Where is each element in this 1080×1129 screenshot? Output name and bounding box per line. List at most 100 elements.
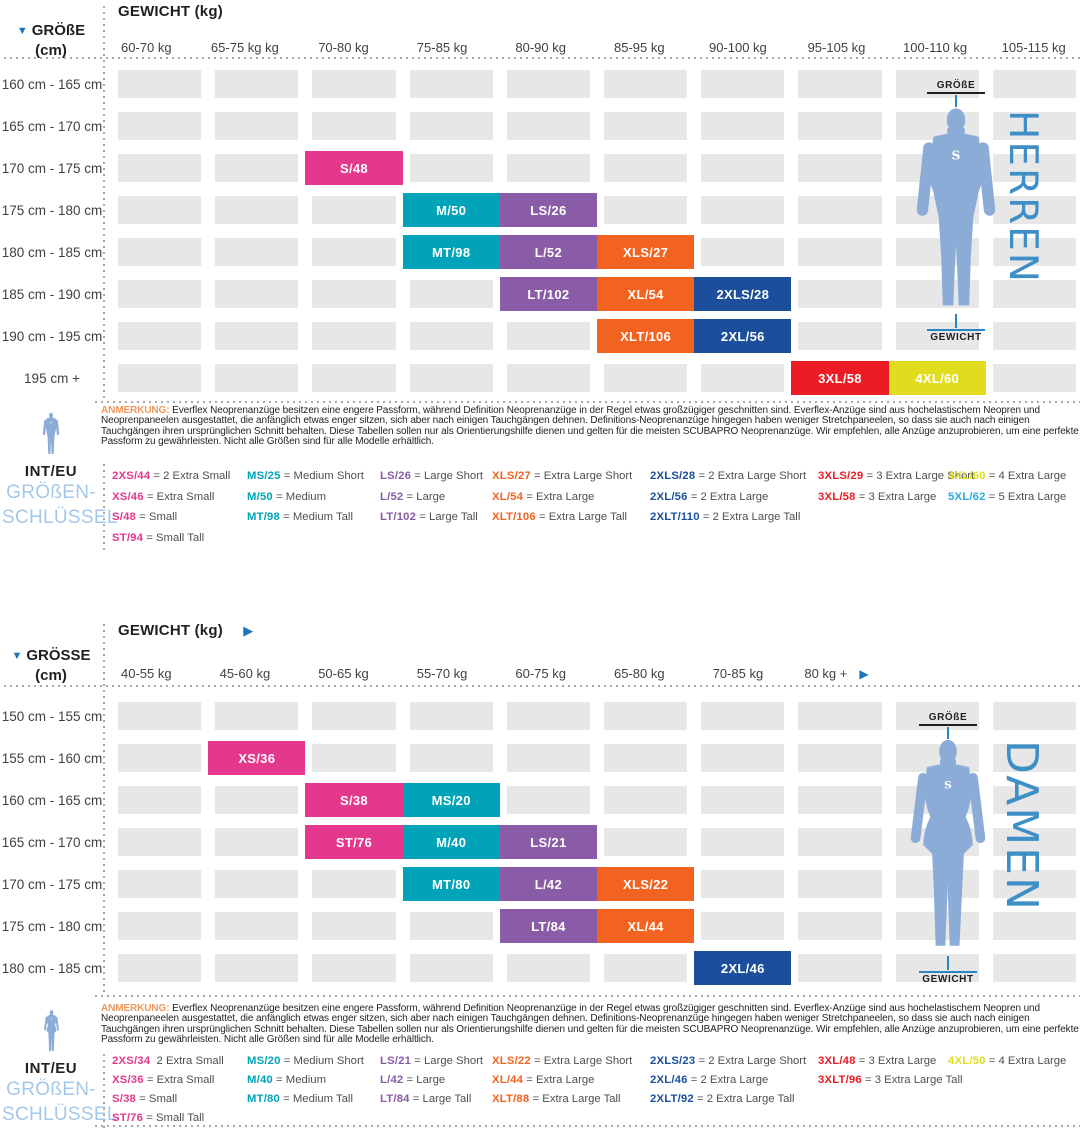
weight-column-headers: 40-55 kg 45-60 kg 50-65 kg 55-70 kg 60-75 kg… — [104, 666, 1076, 681]
empty-cell — [215, 322, 299, 350]
weight-axis-label: GEWICHT (kg) — [118, 622, 223, 639]
size-cell-ls-21: LS/21 — [499, 825, 597, 859]
empty-cell — [409, 280, 493, 308]
wetsuit-silhouette — [890, 739, 1006, 951]
empty-cell — [506, 322, 590, 350]
note-text: Everflex Neoprenanzüge besitzen eine eng… — [101, 405, 1079, 448]
dashed-divider — [103, 1054, 105, 1128]
height-row-label: 180 cm - 185 cm — [1, 960, 103, 976]
empty-cell — [506, 954, 590, 982]
empty-cell — [409, 912, 493, 940]
empty-cell — [118, 870, 202, 898]
size-key-title-line2: SCHLÜSSEL — [2, 507, 118, 528]
size-key-title-line1: GRÖßEN- — [6, 1079, 96, 1100]
male-wetsuit-figure: GRÖßE GEWICHT — [894, 80, 1018, 343]
wetsuit-silhouette — [897, 107, 1015, 309]
size-key-column: MS/25 = Medium Short M/50 = Medium MT/98 =… — [247, 466, 380, 548]
size-key: 2XS/34 2 Extra Small XS/36 = Extra Small S… — [112, 1052, 1080, 1128]
size-cell-xl-44: XL/44 — [596, 909, 695, 943]
weight-axis-title: GEWICHT (kg) ▶ — [118, 3, 223, 20]
empty-cell — [798, 744, 882, 772]
weight-column-header: 80 kg + ▶ — [804, 666, 869, 681]
empty-cell — [506, 70, 590, 98]
size-cell-xl-54: XL/54 — [596, 277, 695, 311]
size-key-title-line2: SCHLÜSSEL — [2, 1104, 118, 1125]
weight-column-header: 70-85 kg — [712, 666, 764, 681]
size-cell-lt-102: LT/102 — [499, 277, 597, 311]
size-key-entry: 2XLT/92 = 2 Extra Large Tall — [650, 1093, 795, 1105]
size-cell-xls-22: XLS/22 — [596, 867, 695, 901]
empty-cell — [118, 702, 202, 730]
empty-cell — [798, 870, 882, 898]
size-key-entry: 4XL/50 = 4 Extra Large — [948, 1055, 1067, 1067]
size-key-entry: 4XL/60 = 4 Extra Large — [948, 470, 1067, 482]
empty-cell — [409, 112, 493, 140]
empty-cell — [798, 322, 882, 350]
height-row-label: 195 cm + — [24, 370, 80, 386]
size-key-entry: 3XL/48 = 3 Extra Large — [818, 1055, 937, 1067]
empty-cell — [118, 196, 202, 224]
height-row-label: 160 cm - 165 cm — [1, 76, 103, 92]
size-key-entry: LT/84 = Large Tall — [380, 1093, 472, 1105]
height-axis-unit: (cm) — [35, 667, 67, 684]
empty-cell — [312, 702, 396, 730]
size-cell-xlt-106: XLT/106 — [596, 319, 695, 353]
size-key-entry: M/40 = Medium — [247, 1074, 326, 1086]
size-key-entry: 3XL/58 = 3 Extra Large — [818, 490, 937, 503]
figure-height-label: GRÖßE — [936, 80, 976, 91]
herren-size-chart-section: GEWICHT (kg) ▶ ▼GRÖßE (cm) 60-70 kg65-75… — [0, 3, 1080, 552]
dashed-divider — [95, 1125, 1080, 1127]
empty-cell — [992, 786, 1076, 814]
empty-cell — [312, 364, 396, 392]
dashed-divider — [103, 464, 105, 552]
height-axis-unit: (cm) — [35, 42, 67, 59]
measure-line — [955, 95, 957, 107]
empty-cell — [409, 70, 493, 98]
empty-cell — [118, 744, 202, 772]
size-key-column: MS/20 = Medium Short M/40 = Medium MT/80 =… — [247, 1052, 380, 1128]
size-cell-s-38: S/38 — [305, 783, 403, 817]
empty-cell — [701, 870, 785, 898]
size-key-column: 2XS/44 = 2 Extra Small XS/46 = Extra Smal… — [112, 466, 247, 548]
weight-axis-label: GEWICHT (kg) — [118, 3, 223, 20]
empty-cell — [409, 744, 493, 772]
size-key-column: XLS/27 = Extra Large Short XL/54 = Extra … — [492, 466, 650, 548]
size-key-entry: ST/94 = Small Tall — [112, 531, 205, 544]
down-triangle-icon: ▼ — [11, 650, 23, 662]
empty-cell — [312, 744, 396, 772]
size-key-entry: MS/25 = Medium Short — [247, 470, 364, 482]
size-key-entry: XLS/22 = Extra Large Short — [492, 1055, 633, 1067]
empty-cell — [506, 112, 590, 140]
empty-cell — [798, 954, 882, 982]
empty-cell — [506, 154, 590, 182]
measure-line — [947, 727, 949, 739]
size-cell-m-40: M/40 — [402, 825, 500, 859]
weight-column-header — [893, 666, 978, 681]
size-key-entry: XLS/27 = Extra Large Short — [492, 470, 633, 482]
weight-column-header — [991, 666, 1076, 681]
empty-cell — [215, 238, 299, 266]
size-key-entry: XS/36 = Extra Small — [112, 1074, 215, 1086]
height-row-label: 155 cm - 160 cm — [1, 750, 103, 766]
empty-cell — [118, 954, 202, 982]
height-row-label: 170 cm - 175 cm — [1, 160, 103, 176]
empty-cell — [701, 238, 785, 266]
empty-cell — [701, 112, 785, 140]
height-row-label: 165 cm - 170 cm — [1, 118, 103, 134]
empty-cell — [603, 786, 688, 814]
empty-cell — [992, 744, 1076, 772]
dashed-divider — [95, 401, 1080, 403]
measure-line — [919, 724, 977, 726]
height-row-label: 160 cm - 165 cm — [1, 792, 103, 808]
size-key-entry: L/42 = Large — [380, 1074, 446, 1086]
empty-cell — [992, 954, 1076, 982]
size-key-entry: XS/46 = Extra Small — [112, 490, 215, 503]
empty-cell — [118, 364, 202, 392]
empty-cell — [118, 70, 202, 98]
size-key-entry: XLT/106 = Extra Large Tall — [492, 511, 628, 523]
note-paragraph: ANMERKUNG: Everflex Neoprenanzüge besitz… — [101, 1003, 1079, 1046]
note-text: Everflex Neoprenanzüge besitzen eine eng… — [101, 1003, 1079, 1046]
size-key-column: 3XLS/29 = 3 Extra Large Short 3XL/58 = 3 … — [818, 466, 974, 548]
height-axis-title: ▼ GRÖßE (cm) — [0, 21, 102, 60]
size-key-entry: MS/20 = Medium Short — [247, 1055, 364, 1067]
